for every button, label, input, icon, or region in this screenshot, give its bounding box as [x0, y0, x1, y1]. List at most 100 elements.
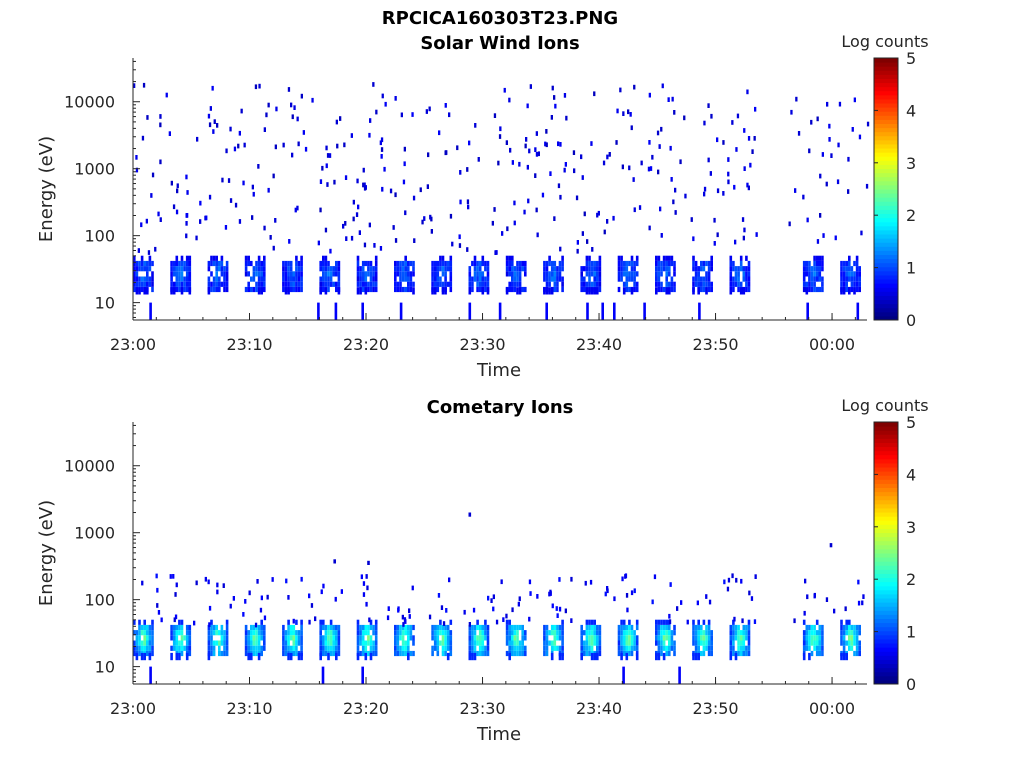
count-cell	[295, 645, 298, 651]
count-cell	[168, 131, 171, 136]
count-cell	[734, 271, 738, 277]
figure-title: RPCICA160303T23.PNG	[382, 8, 618, 29]
count-cell	[588, 281, 591, 287]
count-cell	[805, 260, 809, 267]
count-cell	[138, 619, 141, 625]
count-cell	[327, 266, 330, 272]
count-cell	[635, 286, 639, 293]
count-cell	[707, 103, 710, 108]
colorbar-segment	[874, 671, 898, 677]
count-cell	[225, 148, 228, 154]
count-cell	[473, 635, 477, 641]
count-cell	[630, 260, 634, 267]
count-cell	[165, 92, 168, 98]
count-cell	[356, 287, 360, 295]
count-cell	[553, 216, 556, 221]
y-tick-label: 1000	[74, 160, 115, 179]
count-cell	[674, 187, 677, 193]
count-cell	[550, 640, 554, 646]
count-cell	[845, 281, 848, 287]
count-cell	[558, 630, 562, 636]
count-cell	[692, 640, 695, 646]
count-cell	[661, 83, 664, 89]
count-cell	[733, 616, 736, 622]
count-cell	[553, 281, 557, 287]
count-cell	[745, 630, 748, 636]
count-cell	[805, 624, 809, 631]
count-cell	[705, 271, 708, 277]
count-cell	[149, 666, 152, 684]
count-cell	[808, 271, 811, 277]
count-cell	[361, 635, 365, 641]
count-cell	[478, 635, 482, 641]
count-cell	[180, 260, 184, 267]
colorbar-segment	[874, 246, 898, 251]
count-cell	[858, 630, 861, 636]
count-cell	[361, 630, 365, 636]
count-cell	[183, 276, 186, 282]
count-cell	[335, 635, 338, 641]
count-cell	[458, 243, 462, 248]
count-cell	[225, 619, 229, 625]
count-cell	[585, 619, 589, 625]
count-cell	[446, 635, 450, 641]
count-cell	[606, 219, 609, 224]
colorbar-segment	[874, 254, 898, 260]
count-cell	[697, 276, 700, 282]
count-cell	[561, 624, 564, 631]
count-cell	[855, 260, 859, 267]
count-cell	[513, 286, 517, 293]
count-cell	[295, 650, 298, 657]
count-cell	[300, 630, 303, 636]
count-cell	[225, 281, 229, 287]
count-cell	[356, 260, 360, 267]
count-cell	[250, 276, 253, 282]
count-cell	[135, 652, 139, 661]
count-cell	[630, 590, 634, 596]
count-cell	[356, 635, 360, 641]
count-cell	[404, 266, 407, 272]
count-cell	[172, 640, 176, 646]
count-cell	[692, 281, 695, 287]
colorbar-segment	[874, 614, 898, 619]
count-cell	[185, 652, 189, 661]
count-cell	[750, 596, 754, 601]
count-cell	[573, 168, 576, 174]
count-cell	[394, 96, 397, 101]
count-cell	[583, 266, 586, 272]
count-cell	[668, 635, 671, 641]
count-cell	[593, 652, 596, 661]
colorbar-segment	[874, 499, 898, 505]
count-cell	[848, 255, 851, 261]
count-cell	[374, 624, 378, 631]
colorbar-segment	[874, 176, 898, 182]
count-cell	[825, 597, 829, 602]
count-cell	[334, 302, 338, 320]
count-cell	[673, 640, 676, 646]
count-cell	[361, 281, 365, 287]
count-cell	[857, 579, 860, 585]
count-cell	[511, 607, 514, 613]
count-cell	[710, 650, 713, 657]
count-cell	[580, 281, 583, 287]
count-cell	[185, 266, 189, 272]
count-cell	[813, 630, 816, 636]
count-cell	[858, 640, 861, 646]
count-cell	[287, 595, 290, 600]
count-cell	[252, 624, 256, 631]
count-cell	[845, 652, 848, 661]
count-cell	[133, 276, 136, 282]
colorbar-segment	[874, 168, 898, 174]
count-cell	[588, 260, 591, 267]
count-cell	[564, 608, 567, 614]
count-cell	[813, 266, 816, 272]
count-cell	[516, 645, 519, 651]
count-cell	[486, 260, 490, 267]
count-cell	[561, 260, 564, 267]
count-cell	[401, 286, 405, 293]
count-cell	[527, 198, 530, 204]
count-cell	[394, 260, 397, 267]
count-cell	[524, 286, 527, 293]
count-cell	[431, 266, 434, 272]
count-cell	[252, 630, 256, 636]
